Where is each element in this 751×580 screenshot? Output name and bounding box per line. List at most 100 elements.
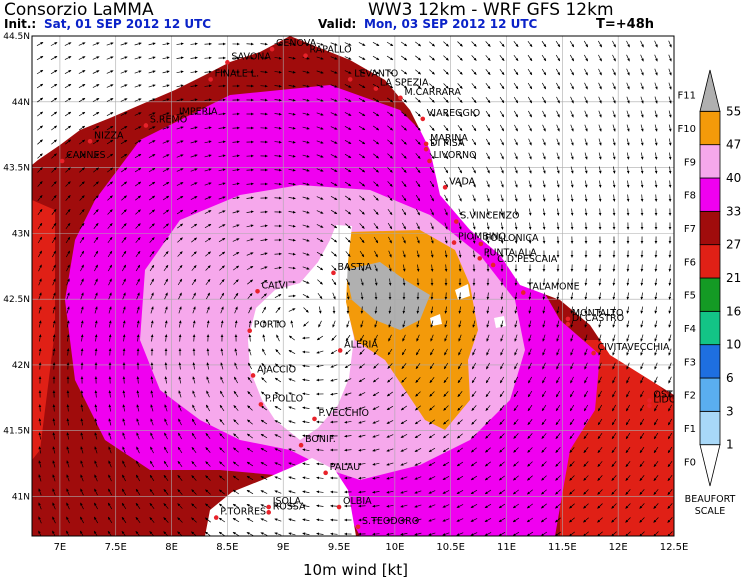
wind-arrow (415, 125, 421, 131)
wind-arrow (288, 56, 296, 60)
wind-arrow (204, 140, 212, 144)
wind-arrow (570, 208, 574, 216)
wind-arrow (316, 140, 324, 144)
wind-arrow (640, 166, 644, 174)
legend-swatch (699, 210, 721, 246)
wind-arrow (190, 70, 198, 74)
wind-arrow (499, 96, 505, 104)
wind-arrow (373, 222, 379, 230)
wind-arrow (444, 264, 448, 272)
wind-arrow (218, 196, 226, 200)
wind-arrow (51, 250, 57, 258)
wind-arrow (401, 111, 407, 117)
wind-arrow (415, 167, 421, 173)
lon-tick-label: 9E (277, 542, 290, 553)
wind-arrow (148, 56, 156, 60)
wind-arrow (598, 152, 602, 160)
wind-arrow (135, 250, 141, 258)
wind-arrow (106, 112, 114, 116)
place-dot (451, 240, 457, 245)
wind-arrow (584, 68, 588, 76)
wind-arrow (387, 181, 393, 187)
wind-arrow (346, 278, 350, 286)
wind-arrow (372, 125, 380, 131)
wind-arrow (163, 251, 169, 257)
place-dot (213, 515, 219, 520)
wind-arrow (37, 125, 43, 131)
wind-arrow (107, 264, 113, 272)
wind-arrow (486, 180, 490, 188)
wind-arrow (78, 70, 86, 74)
wind-arrow (316, 265, 324, 271)
wind-arrow (514, 138, 518, 146)
wind-arrow (302, 56, 310, 60)
wind-arrow (79, 209, 85, 215)
wind-arrow (416, 222, 420, 230)
wind-arrow (134, 70, 142, 74)
legend-swatch (699, 377, 721, 412)
wind-arrow (162, 126, 170, 130)
wind-arrow (274, 280, 282, 284)
wind-arrow (135, 209, 141, 215)
wind-arrow (373, 209, 379, 215)
wind-arrow (302, 154, 310, 158)
wind-arrow (471, 55, 477, 61)
wind-arrow (316, 182, 324, 186)
wind-arrow (457, 41, 463, 47)
wind-arrow (528, 166, 532, 174)
place-dot (303, 53, 308, 59)
wind-arrow (274, 98, 282, 102)
wind-arrow (150, 292, 154, 300)
wind-arrow (78, 125, 86, 131)
wind-arrow (386, 41, 394, 47)
wind-arrow (415, 139, 421, 145)
wind-arrow (274, 168, 282, 172)
wind-arrow (640, 264, 644, 272)
wind-arrow (260, 210, 268, 214)
wind-arrow (218, 154, 226, 158)
wind-arrow (232, 210, 240, 214)
wind-arrow (274, 154, 282, 158)
place-label: ALERIA (344, 339, 378, 350)
wind-arrow (148, 112, 156, 116)
wind-arrow (79, 236, 85, 244)
sea-band-red-w (32, 200, 55, 460)
place-label: S.REMO (150, 114, 187, 125)
wind-arrow (330, 223, 338, 229)
wind-arrow (430, 236, 434, 244)
wind-arrow (64, 111, 72, 117)
wind-arrow (204, 168, 212, 172)
wind-arrow (542, 180, 546, 188)
wind-arrow (36, 69, 44, 75)
wind-arrow (192, 292, 196, 300)
wind-arrow (330, 209, 338, 215)
wind-arrow (302, 168, 310, 172)
wind-arrow (38, 278, 42, 286)
wind-arrow (542, 236, 546, 244)
wind-arrow (374, 278, 378, 286)
wind-arrow (500, 180, 504, 188)
wind-arrow (120, 153, 128, 159)
wind-arrow (612, 264, 616, 272)
wind-arrow (134, 140, 142, 144)
wind-arrow (344, 181, 352, 187)
place-dot (266, 504, 272, 510)
wind-arrow (330, 154, 338, 158)
wind-arrow (344, 84, 352, 88)
wind-arrow (612, 54, 616, 62)
map-caption: 10m wind [kt] (0, 561, 751, 579)
wind-arrow (415, 41, 422, 47)
wind-arrow (134, 56, 142, 60)
wind-arrow (232, 168, 240, 172)
land-pianosa (430, 314, 442, 326)
wind-arrow (387, 153, 393, 159)
place-dot (87, 138, 93, 144)
wind-arrow (177, 251, 183, 257)
wind-arrow (316, 126, 324, 130)
wind-arrow (528, 138, 532, 146)
wind-arrow (148, 84, 156, 88)
wind-arrow (332, 292, 336, 300)
wind-arrow (345, 209, 351, 215)
wind-arrow (626, 96, 630, 104)
wind-arrow (472, 236, 476, 244)
